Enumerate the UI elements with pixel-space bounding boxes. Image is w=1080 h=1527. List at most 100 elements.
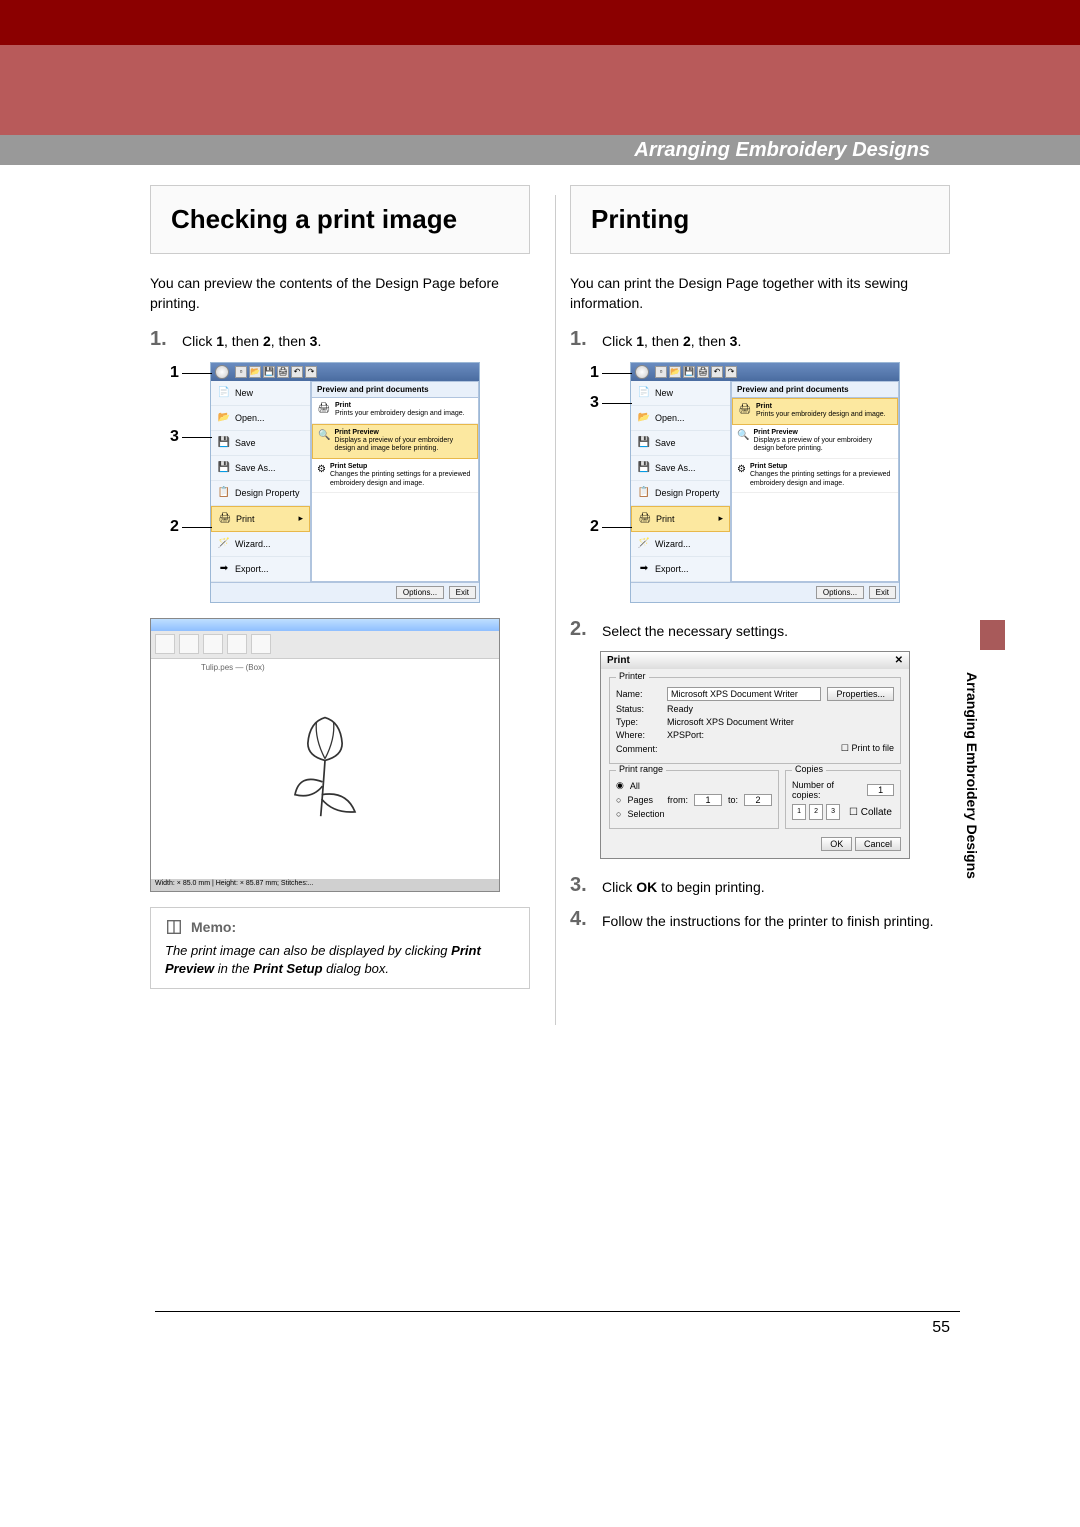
book-icon bbox=[165, 918, 183, 936]
property-icon: 📋 bbox=[217, 486, 231, 500]
ribbon-icon bbox=[155, 634, 175, 654]
section-title: Checking a print image bbox=[171, 204, 509, 235]
toolbar-icons: ▫ 📂 💾 🖨 ↶ ↷ bbox=[235, 366, 317, 378]
wizard-icon: 🪄 bbox=[217, 537, 231, 551]
options-button: Options... bbox=[396, 586, 444, 599]
ribbon-icon bbox=[227, 634, 247, 654]
submenu-preview: 🔍 Print PreviewDisplays a preview of you… bbox=[732, 425, 898, 459]
folder-icon: 📂 bbox=[637, 411, 651, 425]
step-number: 2. bbox=[570, 618, 592, 641]
menu-new: 📄New bbox=[631, 381, 730, 406]
save-icon: 💾 bbox=[683, 366, 695, 378]
app-menu: ▫ 📂 💾 🖨 ↶ ↷ 📄New 📂Open... 💾Save 💾Save As… bbox=[630, 362, 900, 603]
submenu-print: 🖨 PrintPrints your embroidery design and… bbox=[312, 398, 478, 424]
app-menu: ▫ 📂 💾 🖨 ↶ ↷ 📄New 📂Open... 💾Save 💾Save As… bbox=[210, 362, 480, 603]
property-icon: 📋 bbox=[637, 486, 651, 500]
app-ribbon: ▫ 📂 💾 🖨 ↶ ↷ bbox=[211, 363, 479, 381]
preview-titlebar bbox=[151, 619, 499, 631]
printer-icon: 🖨 bbox=[218, 512, 232, 526]
menu-wizard: 🪄Wizard... bbox=[211, 532, 310, 557]
setup-icon: ⚙ bbox=[317, 463, 326, 477]
menu-screenshot: 1 2 3 ▫ 📂 💾 🖨 ↶ ↷ bbox=[180, 362, 530, 603]
disk-icon: 💾 bbox=[637, 461, 651, 475]
step-number: 3. bbox=[570, 874, 592, 897]
preview-filename: Tulip.pes — (Box) bbox=[201, 663, 265, 672]
menu-left-panel: 📄New 📂Open... 💾Save 💾Save As... 📋Design … bbox=[631, 381, 731, 582]
ribbon-icon bbox=[251, 634, 271, 654]
ok-button: OK bbox=[821, 837, 852, 851]
print-dialog: Print ✕ Printer Name: Microsoft XPS Docu… bbox=[600, 651, 910, 859]
menu-right-panel: Preview and print documents 🖨 PrintPrint… bbox=[731, 381, 899, 582]
side-tab-marker bbox=[980, 620, 1005, 650]
file-icon: 📄 bbox=[637, 386, 651, 400]
chapter-title: Arranging Embroidery Designs bbox=[634, 139, 930, 162]
menu-open: 📂Open... bbox=[631, 406, 730, 431]
menu-save: 💾Save bbox=[631, 431, 730, 456]
callout-2: 2 bbox=[590, 518, 599, 536]
submenu-print: 🖨 PrintPrints your embroidery design and… bbox=[732, 398, 898, 425]
exit-button: Exit bbox=[449, 586, 476, 599]
menu-new: 📄New bbox=[211, 381, 310, 406]
step-1: 1. Click 1, then 2, then 3. bbox=[570, 328, 950, 352]
submenu-setup: ⚙ Print SetupChanges the printing settin… bbox=[312, 459, 478, 493]
preview-window: Tulip.pes — (Box) Width: × 85.0 mm | Hei… bbox=[150, 618, 500, 892]
step-2: 2. Select the necessary settings. bbox=[570, 618, 950, 642]
ribbon-icon bbox=[203, 634, 223, 654]
menu-export: ➡Export... bbox=[631, 557, 730, 582]
red-stripe bbox=[0, 45, 1080, 135]
menu-footer: Options... Exit bbox=[211, 582, 479, 602]
menu-print: 🖨Print▸ bbox=[631, 506, 730, 532]
preview-screenshot: Tulip.pes — (Box) Width: × 85.0 mm | Hei… bbox=[150, 618, 530, 892]
column-divider bbox=[555, 195, 556, 1025]
menu-design-property: 📋Design Property bbox=[631, 481, 730, 506]
cancel-button: Cancel bbox=[855, 837, 901, 851]
disk-icon: 💾 bbox=[637, 436, 651, 450]
print-icon: 🖨 bbox=[277, 366, 289, 378]
side-tab: Arranging Embroidery Designs bbox=[980, 620, 1005, 920]
toolbar-icons: ▫ 📂 💾 🖨 ↶ ↷ bbox=[655, 366, 737, 378]
footer-rule bbox=[155, 1311, 960, 1312]
tulip-icon bbox=[280, 709, 370, 829]
step-number: 1. bbox=[570, 328, 592, 351]
step-number: 1. bbox=[150, 328, 172, 351]
step-3: 3. Click OK to begin printing. bbox=[570, 874, 950, 898]
disk-icon: 💾 bbox=[217, 436, 231, 450]
ribbon-icon bbox=[179, 634, 199, 654]
wizard-icon: 🪄 bbox=[637, 537, 651, 551]
menu-footer: Options... Exit bbox=[631, 582, 899, 602]
app-ribbon: ▫ 📂 💾 🖨 ↶ ↷ bbox=[631, 363, 899, 381]
step-text: Select the necessary settings. bbox=[602, 618, 788, 642]
save-icon: 💾 bbox=[263, 366, 275, 378]
properties-button: Properties... bbox=[827, 687, 894, 701]
side-tab-text: Arranging Embroidery Designs bbox=[964, 620, 980, 920]
open-icon: 📂 bbox=[669, 366, 681, 378]
step-number: 4. bbox=[570, 908, 592, 931]
app-orb-icon bbox=[215, 365, 229, 379]
menu-saveas: 💾Save As... bbox=[211, 456, 310, 481]
step-1: 1. Click 1, then 2, then 3. bbox=[150, 328, 530, 352]
memo-title: Memo: bbox=[165, 918, 515, 936]
file-icon: 📄 bbox=[217, 386, 231, 400]
menu-screenshot: 1 2 3 ▫ 📂 💾 🖨 ↶ ↷ bbox=[600, 362, 950, 603]
open-icon: 📂 bbox=[249, 366, 261, 378]
printer-icon: 🖨 bbox=[317, 402, 331, 416]
export-icon: ➡ bbox=[217, 562, 231, 576]
disk-icon: 💾 bbox=[217, 461, 231, 475]
menu-open: 📂Open... bbox=[211, 406, 310, 431]
menu-right-panel: Preview and print documents 🖨 PrintPrint… bbox=[311, 381, 479, 582]
menu-right-header: Preview and print documents bbox=[732, 382, 898, 398]
redo-icon: ↷ bbox=[725, 366, 737, 378]
exit-button: Exit bbox=[869, 586, 896, 599]
step-text: Click 1, then 2, then 3. bbox=[602, 328, 741, 352]
step-text: Click OK to begin printing. bbox=[602, 874, 765, 898]
undo-icon: ↶ bbox=[291, 366, 303, 378]
printer-select: Microsoft XPS Document Writer bbox=[667, 687, 821, 701]
options-button: Options... bbox=[816, 586, 864, 599]
callout-2: 2 bbox=[170, 518, 179, 536]
menu-right-header: Preview and print documents bbox=[312, 382, 478, 398]
intro-text: You can preview the contents of the Desi… bbox=[150, 274, 530, 313]
menu-left-panel: 📄New 📂Open... 💾Save 💾Save As... 📋Design … bbox=[211, 381, 311, 582]
new-icon: ▫ bbox=[655, 366, 667, 378]
preview-icon: 🔍 bbox=[737, 429, 749, 443]
intro-text: You can print the Design Page together w… bbox=[570, 274, 950, 313]
